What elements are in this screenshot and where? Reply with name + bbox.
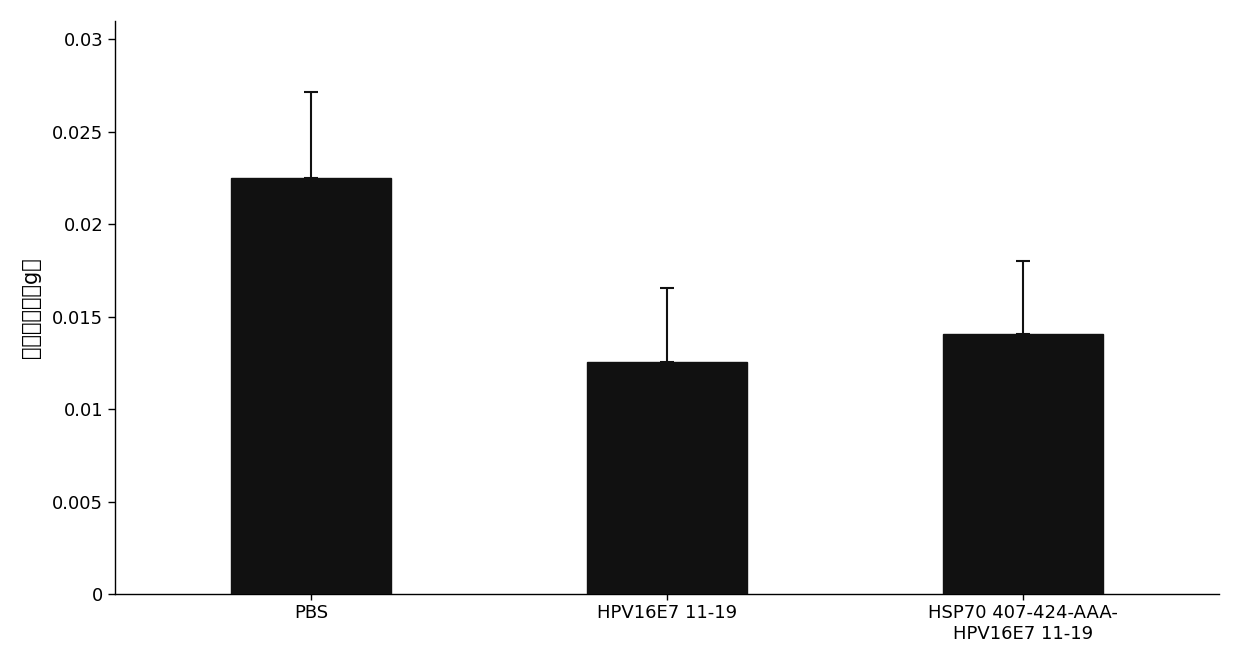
- Bar: [944, 334, 1104, 594]
- Bar: [587, 362, 748, 594]
- Bar: [231, 178, 391, 594]
- Y-axis label: 治疗组癀重（g）: 治疗组癀重（g）: [21, 257, 41, 358]
